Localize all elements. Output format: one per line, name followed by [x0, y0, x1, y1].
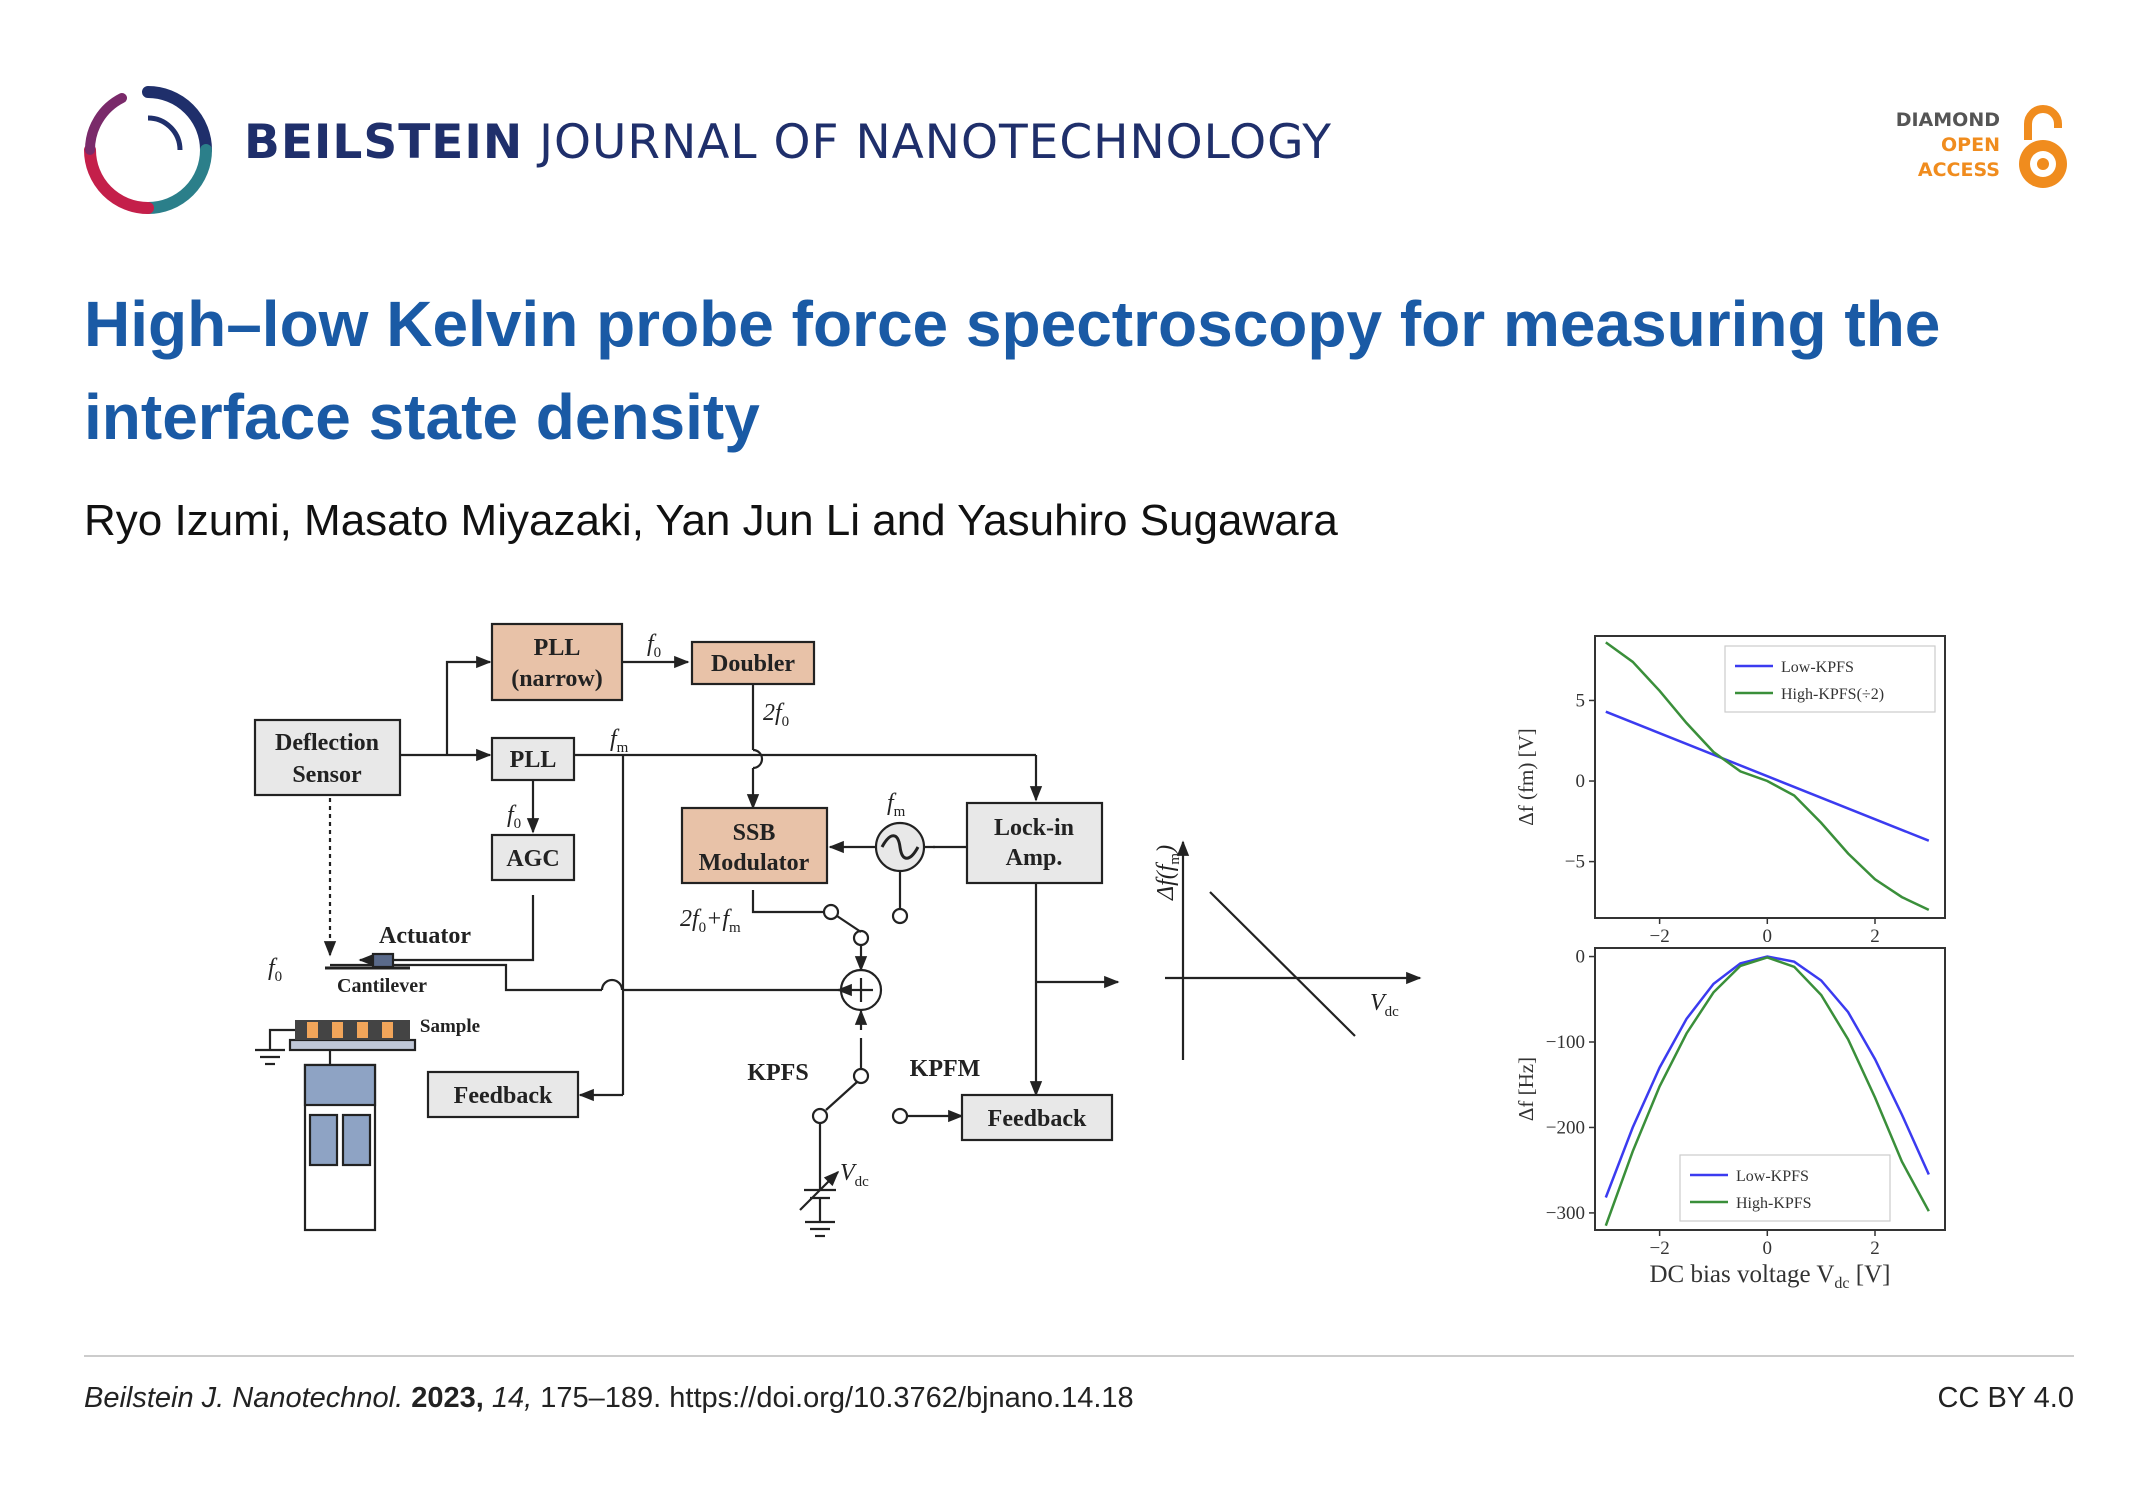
oa-line-diamond: DIAMOND — [1895, 109, 2000, 131]
agc-box — [490, 833, 576, 882]
vdc-label-axis: Vdc — [1370, 990, 1399, 1020]
legend-label: High-KPFS(÷2) — [1781, 686, 1884, 703]
fm-label-osc: fm — [887, 790, 906, 820]
x-tick-label: 0 — [1763, 926, 1773, 947]
stage-inner-right — [341, 1113, 372, 1167]
citation-journal: Beilstein J. Nanotechnol. — [84, 1382, 404, 1414]
citation: Beilstein J. Nanotechnol. 2023, 14, 175–… — [84, 1382, 1134, 1415]
x-tick-label: −2 — [1650, 926, 1670, 947]
x-tick-label: 2 — [1870, 926, 1880, 947]
vdc-label-source: Vdc — [840, 1160, 869, 1190]
chart-bottom: −2 0 2 0 −100 −200 −300 Δf [Hz] Low-KPFS High-KPF… — [1514, 947, 1946, 1292]
delta-f-axis-label: Δf(fm) — [1153, 845, 1183, 901]
doubler-box — [690, 640, 816, 686]
open-lock-icon — [2019, 105, 2067, 188]
actuator-block — [371, 952, 395, 969]
legend-label: Low-KPFS — [1781, 659, 1854, 676]
chart-top: −2 0 2 5 0 −5 Δf (fm) [V] Low-KPFS High-KPFS(÷2) — [1514, 635, 1946, 947]
pll-narrow-label-2: (narrow) — [511, 666, 603, 692]
f0-label-top: f0 — [647, 631, 661, 661]
legend-label: High-KPFS — [1736, 1195, 1812, 1212]
ssb-label-1: SSB — [733, 820, 776, 846]
oa-line-access: ACCESS — [1917, 159, 2000, 181]
pll-label: PLL — [510, 747, 557, 773]
x-axis-label: DC bias voltage Vdc [V] — [1649, 1261, 1890, 1292]
f0-label-agc: f0 — [507, 802, 521, 832]
deflection-label-1: Deflection — [275, 730, 379, 756]
agc-label: AGC — [506, 846, 559, 872]
journal-name: BEILSTEIN JOURNAL OF NANOTECHNOLOGY — [244, 115, 1332, 170]
kpfm-label: KPFM — [910, 1056, 981, 1082]
kpfs-label: KPFS — [747, 1060, 808, 1086]
series-line — [1605, 710, 1930, 842]
feedback-right-box — [960, 1093, 1114, 1142]
pll-narrow-label-1: PLL — [534, 635, 581, 661]
sample-stripes — [295, 1020, 410, 1040]
y-axis-label: Δf [Hz] — [1514, 1057, 1538, 1121]
cantilever-label: Cantilever — [337, 975, 427, 997]
lockin-label-1: Lock-in — [994, 815, 1074, 841]
open-access-badge: DIAMOND OPEN ACCESS — [1880, 100, 2080, 200]
actuator-label: Actuator — [379, 923, 471, 949]
doubler-label: Doubler — [711, 651, 795, 677]
lock-in-amp-box — [965, 801, 1104, 885]
citation-year: 2023, — [411, 1382, 484, 1414]
journal-name-rest: JOURNAL OF NANOTECHNOLOGY — [539, 115, 1332, 170]
two-f0-plus-fm-label: 2f0+fm — [680, 906, 741, 936]
sample-label: Sample — [420, 1016, 480, 1037]
x-tick-label: 0 — [1763, 1238, 1773, 1259]
citation-volume: 14, — [491, 1382, 533, 1414]
legend-label: Low-KPFS — [1736, 1168, 1809, 1185]
y-tick-label: −200 — [1546, 1117, 1585, 1138]
lockin-label-2: Amp. — [1006, 845, 1063, 871]
legend-box — [1679, 1154, 1891, 1222]
feedback-left-box — [426, 1070, 580, 1119]
series-line — [1605, 641, 1930, 912]
y-tick-label: 0 — [1576, 771, 1586, 792]
ssb-modulator-box — [680, 806, 829, 885]
sine-wave-icon — [880, 834, 920, 860]
x-tick-label: −2 — [1650, 1238, 1670, 1259]
deflection-sensor-box — [253, 718, 402, 797]
footer-divider — [84, 1355, 2074, 1357]
license: CC BY 4.0 — [1937, 1382, 2074, 1414]
x-tick-label: 2 — [1870, 1238, 1880, 1259]
y-tick-label: 0 — [1576, 947, 1586, 968]
pll-box — [490, 736, 576, 782]
ssb-label-2: Modulator — [699, 850, 810, 876]
citation-pages-doi[interactable]: 175–189. https://doi.org/10.3762/bjnano.… — [540, 1382, 1134, 1414]
article-authors: Ryo Izumi, Masato Miyazaki, Yan Jun Li a… — [84, 496, 1338, 545]
pll-narrow-box — [490, 622, 624, 702]
graphical-abstract: PLL (narrow) Doubler Deflection Sensor P… — [253, 622, 1946, 1292]
y-tick-label: 5 — [1576, 690, 1586, 711]
journal-name-bold: BEILSTEIN — [244, 115, 524, 170]
legend-box — [1724, 645, 1936, 713]
two-f0-label: 2f0 — [763, 700, 789, 730]
feedback-left-label: Feedback — [454, 1083, 553, 1109]
beilstein-logo — [84, 86, 212, 214]
deflection-label-2: Sensor — [292, 762, 362, 788]
y-axis-label: Δf (fm) [V] — [1514, 728, 1538, 825]
y-tick-label: −300 — [1546, 1203, 1585, 1224]
oa-line-open: OPEN — [1941, 134, 2000, 156]
y-tick-label: −5 — [1565, 852, 1585, 873]
y-tick-label: −100 — [1546, 1032, 1585, 1053]
series-line — [1604, 956, 1930, 1227]
sample-plate — [288, 1038, 417, 1052]
f0-label-cantilever: f0 — [268, 955, 282, 985]
feedback-right-label: Feedback — [988, 1106, 1087, 1132]
article-title: High–low Kelvin probe force spectroscopy… — [84, 288, 1941, 453]
stage-top — [303, 1063, 377, 1107]
fm-label-top: fm — [610, 726, 629, 756]
stage-inner-left — [308, 1113, 339, 1167]
